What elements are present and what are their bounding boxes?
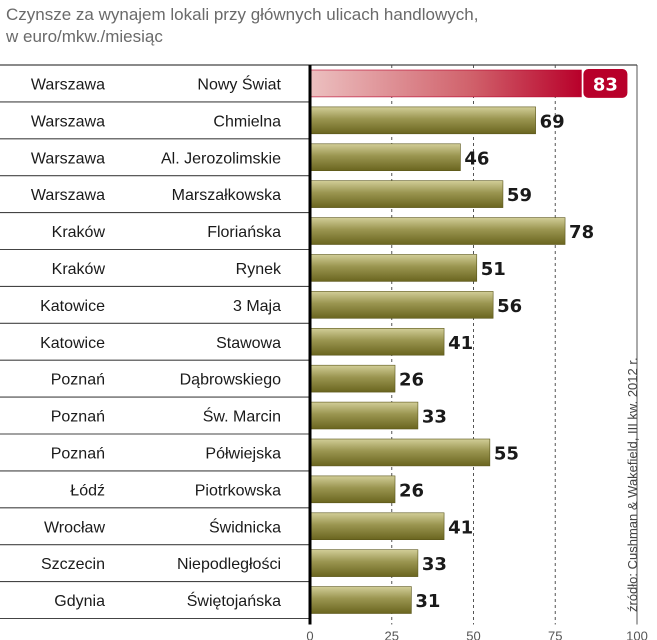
chart-row: Poznań Dąbrowskiego [0, 372, 310, 398]
bar [309, 327, 445, 356]
street-label: Piotrkowska [195, 482, 281, 499]
x-tick-label: 25 [385, 629, 399, 640]
bar [309, 549, 419, 577]
city-label: Kraków [52, 261, 106, 278]
value-label: 51 [481, 259, 506, 280]
chart-row: Szczecin Niepodległości [0, 556, 310, 583]
bar [309, 512, 445, 540]
chart-row: Kraków Floriańska [0, 224, 310, 251]
bar [309, 438, 491, 467]
bar [309, 364, 396, 393]
chart-title: Czynsze za wynajem lokali przy głównych … [6, 4, 566, 48]
city-label: Wrocław [44, 519, 105, 536]
source-note: źródło: Cushman & Wakefield, III kw. 201… [625, 357, 640, 612]
city-label: Szczecin [41, 556, 105, 573]
x-tick-label: 50 [466, 629, 480, 640]
value-label: 33 [422, 554, 447, 575]
city-label: Kraków [52, 224, 106, 241]
bar [309, 475, 396, 504]
city-label: Warszawa [31, 150, 105, 167]
x-tick-label: 75 [548, 629, 562, 640]
value-label: 46 [464, 148, 489, 169]
chart-row: Warszawa Marszałkowska [0, 187, 310, 214]
chart-row: Warszawa Chmielna [0, 113, 310, 140]
street-label: Rynek [236, 261, 282, 278]
bar [309, 291, 494, 319]
chart-row: Kraków Rynek [0, 261, 310, 287]
chart-row: Poznań Półwiejska [0, 445, 310, 472]
street-label: Świdnicka [209, 517, 281, 536]
city-label: Katowice [40, 298, 105, 315]
value-label: 26 [399, 480, 424, 501]
bar [309, 401, 419, 430]
value-label: 56 [497, 296, 522, 317]
city-label: Poznań [51, 409, 105, 426]
value-label: 33 [422, 407, 447, 428]
bar [309, 180, 504, 208]
bar [309, 254, 478, 282]
city-label: Poznań [51, 372, 105, 389]
city-label: Warszawa [31, 113, 105, 130]
chart-row: Łódź Piotrkowska [0, 482, 310, 509]
street-label: Nowy Świat [197, 74, 281, 93]
value-label: 69 [540, 111, 565, 132]
value-label: 26 [399, 370, 424, 391]
city-label: Łódź [70, 482, 105, 499]
value-label: 59 [507, 185, 532, 206]
x-axis: 0 25 50 75 100 [306, 65, 648, 640]
city-label: Poznań [51, 445, 105, 462]
value-label: 55 [494, 443, 519, 464]
street-label: Dąbrowskiego [180, 372, 281, 389]
city-label: Warszawa [31, 76, 105, 93]
bar [309, 143, 461, 172]
chart-row: Katowice 3 Maja [0, 298, 310, 324]
value-label: 83 [593, 74, 618, 95]
chart-row: Gdynia Świętojańska [0, 591, 310, 620]
city-label: Gdynia [54, 593, 105, 610]
value-label: 41 [448, 517, 473, 538]
street-label: Niepodległości [177, 556, 281, 573]
chart-row: Warszawa Al. Jerozolimskie [0, 150, 310, 177]
street-label: Św. Marcin [203, 407, 281, 426]
city-label: Warszawa [31, 187, 105, 204]
bar [309, 217, 566, 245]
value-label: 78 [569, 222, 594, 243]
value-badge [583, 69, 628, 98]
value-label: 41 [448, 333, 473, 354]
chart-row: Wrocław Świdnicka [0, 517, 310, 546]
chart-row: Katowice Stawowa [0, 335, 310, 361]
street-label: Marszałkowska [172, 187, 281, 204]
grid-lines [391, 65, 638, 625]
street-label: Półwiejska [205, 445, 281, 462]
x-tick-label: 100 [626, 629, 648, 640]
street-label: 3 Maja [233, 298, 281, 315]
value-label: 31 [415, 591, 440, 612]
street-label: Stawowa [216, 335, 281, 352]
chart-row: Warszawa Nowy Świat [0, 74, 310, 103]
bar [309, 106, 536, 135]
street-label: Al. Jerozolimskie [161, 150, 281, 167]
bar [309, 69, 582, 98]
street-label: Chmielna [213, 113, 281, 130]
x-tick-label: 0 [306, 629, 313, 640]
street-label: Floriańska [207, 224, 281, 241]
bar [309, 586, 412, 614]
chart-subtitle: w euro/mkw./miesiąc [6, 27, 163, 46]
city-label: Katowice [40, 335, 105, 352]
chart-title-line: Czynsze za wynajem lokali przy głównych … [6, 5, 479, 24]
chart-row: Poznań Św. Marcin [0, 407, 310, 435]
street-label: Świętojańska [187, 591, 281, 610]
